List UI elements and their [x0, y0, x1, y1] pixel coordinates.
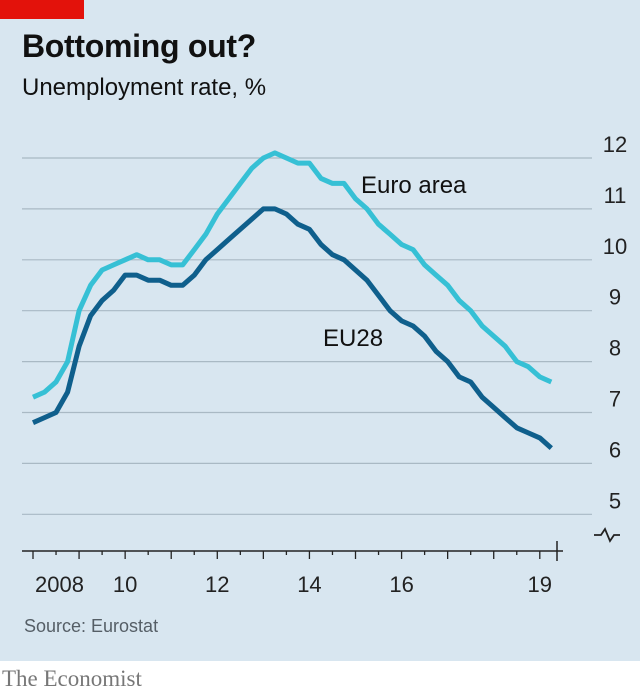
line-chart: 12 11 10 9 8 7 6 5 2008 10 12 14 16 19 Euro area EU28: [22, 132, 627, 597]
economist-logo: The Economist: [2, 666, 142, 691]
x-tick-label: 19: [528, 572, 552, 597]
chart-title: Bottoming out?: [22, 28, 256, 64]
y-tick-label: 5: [609, 488, 621, 513]
brand-red-tab: [0, 0, 84, 19]
y-tick-label: 6: [609, 437, 621, 462]
x-axis: 2008 10 12 14 16 19: [22, 541, 563, 597]
chart-subtitle: Unemployment rate, %: [22, 74, 267, 101]
y-tick-label: 9: [609, 285, 621, 310]
y-tick-label: 7: [609, 387, 621, 412]
x-tick-label: 2008: [35, 572, 84, 597]
y-tick-label: 8: [609, 336, 621, 361]
gridlines: [22, 157, 592, 515]
eu28-label: EU28: [323, 325, 383, 352]
euro-area-label: Euro area: [361, 172, 467, 199]
axis-break-icon: [594, 527, 620, 543]
y-tick-label: 11: [604, 183, 627, 208]
x-tick-label: 12: [205, 572, 229, 597]
x-tick-label: 10: [113, 572, 137, 597]
euro-area-line: [31, 150, 553, 400]
y-tick-label: 10: [603, 234, 627, 259]
axis-break: [594, 527, 620, 543]
series-labels: Euro area EU28: [323, 172, 467, 352]
source-note: Source: Eurostat: [24, 616, 159, 636]
x-tick-label: 16: [389, 572, 413, 597]
eu28-line: [31, 206, 553, 450]
x-tick-label: 14: [297, 572, 321, 597]
series-lines: [31, 150, 553, 450]
y-axis-ticks: 12 11 10 9 8 7 6 5: [603, 132, 627, 513]
y-tick-label: 12: [603, 132, 627, 157]
